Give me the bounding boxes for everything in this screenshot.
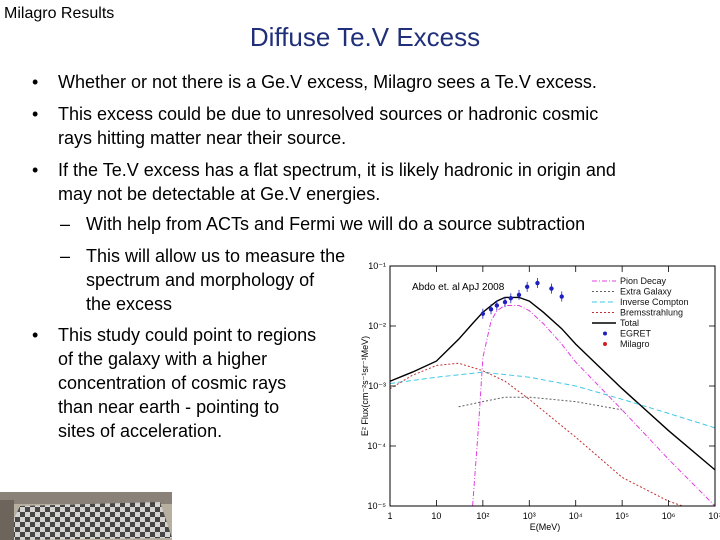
y-tick-label: 10⁻¹ — [368, 262, 386, 271]
x-axis-label: E(MeV) — [530, 522, 561, 532]
bullet-text: This excess could be due to unresolved s… — [58, 104, 599, 148]
legend-entry: Extra Galaxy — [592, 287, 672, 297]
x-tick-label: 10³ — [523, 511, 536, 521]
bullet-marker: • — [32, 104, 39, 124]
series-line-pion-decay — [472, 305, 715, 506]
data-point-egret — [502, 297, 508, 308]
data-point-egret — [480, 308, 486, 319]
data-point-egret — [516, 289, 522, 300]
data-point-egret — [494, 300, 500, 311]
x-tick-label: 1 — [387, 511, 392, 521]
series-line-inverse-compton — [390, 371, 715, 429]
bullet-marker: – — [60, 214, 71, 234]
data-point-egret — [549, 283, 554, 294]
bullet-text: This will allow us to measure the spectru… — [86, 246, 346, 314]
series-line-extra-galaxy — [458, 396, 623, 411]
legend-entry: Milagro — [603, 339, 650, 349]
y-tick-label: 10⁻³ — [368, 381, 386, 391]
bullet-text: If the Te.V excess has a flat spectrum, … — [58, 160, 616, 204]
bullet-text: This study could point to regions of the … — [58, 325, 317, 441]
bullet-text: Whether or not there is a Ge.V excess, M… — [58, 72, 597, 92]
y-tick-label: 10⁻⁴ — [367, 441, 386, 451]
x-tick-label: 10² — [476, 511, 489, 521]
chart-annotation: Abdo et. al ApJ 2008 — [412, 282, 505, 293]
legend-label: Bremsstrahlung — [620, 308, 683, 318]
x-tick-label: 10 — [431, 511, 441, 521]
legend-label: Pion Decay — [620, 276, 667, 286]
checkerboard-image — [0, 492, 172, 540]
detector-photo — [0, 492, 172, 540]
y-tick-label: 10⁻² — [368, 321, 386, 331]
bullet-marker: – — [60, 246, 71, 266]
legend-entry: Inverse Compton — [592, 297, 689, 307]
legend-entry: EGRET — [603, 329, 652, 339]
legend-label: Extra Galaxy — [620, 287, 672, 297]
bullet-text: With help from ACTs and Fermi we will do… — [86, 214, 586, 234]
legend-marker — [603, 342, 607, 346]
data-point-egret — [488, 304, 494, 315]
x-tick-label: 10⁶ — [662, 511, 676, 521]
legend-marker — [603, 331, 607, 336]
x-tick-label: 10⁷ — [708, 511, 720, 521]
legend-label: Inverse Compton — [620, 297, 689, 307]
slide-title: Diffuse Te.V Excess — [249, 22, 481, 52]
legend-label: Total — [620, 318, 639, 328]
series-line-bremsstrahlung — [390, 362, 683, 506]
bullet-marker: • — [32, 160, 39, 180]
corner-label: Milagro Results — [4, 5, 115, 22]
data-point-egret — [508, 293, 514, 304]
bullet-marker: • — [32, 72, 39, 92]
spectrum-chart: 1 10 10² 10³ 10⁴ 10⁵ 10⁶ 10⁷ 10⁻¹ 10⁻² 10⁻³ 10⁻⁴ 10⁻… — [348, 262, 720, 540]
data-point-egret — [559, 291, 564, 302]
data-point-egret — [535, 278, 540, 289]
data-point-egret — [524, 281, 530, 292]
legend-label: EGRET — [620, 329, 652, 339]
x-tick-label: 10⁵ — [615, 511, 629, 521]
x-tick-label: 10⁴ — [569, 511, 583, 521]
legend-entry: Pion Decay — [592, 276, 667, 286]
legend-entry: Bremsstrahlung — [592, 308, 683, 318]
bullet-marker: • — [32, 325, 39, 345]
chart-background — [348, 262, 720, 540]
y-tick-label: 10⁻⁵ — [368, 501, 387, 511]
legend-entry: Total — [592, 318, 639, 328]
legend-label: Milagro — [620, 339, 650, 349]
y-axis-label: E² Flux(cm⁻²s⁻¹sr⁻¹MeV) — [360, 336, 370, 436]
